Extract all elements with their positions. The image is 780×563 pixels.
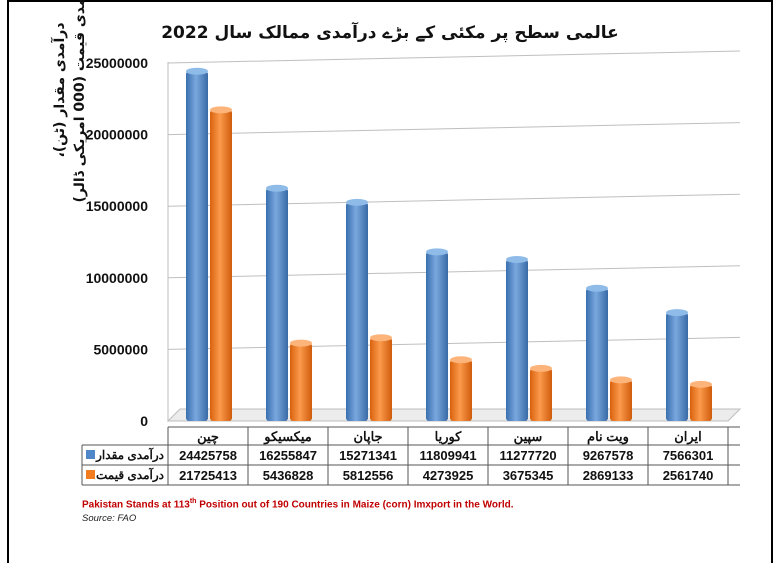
bar-cap [690,380,712,388]
footnote-prefix: Pakistan Stands at 113 [82,499,190,511]
footnote: Pakistan Stands at 113th Position out of… [82,498,514,510]
bar-cap [506,256,528,264]
category-label: ویت نام [587,429,629,445]
gridline [167,336,741,350]
bar-cap [666,309,688,317]
gridline [167,122,741,136]
left-border [7,0,9,563]
data-label: 4273925 [423,468,474,483]
data-label: 16255847 [259,448,317,463]
legend-label-value: درآمدی قیمت [96,466,164,483]
bar-cap [346,198,368,206]
source-note: Source: FAO [82,513,137,524]
bar-cap [450,356,472,364]
data-label: 11277720 [499,448,556,463]
y-tick-label: 20000000 [86,127,149,143]
gridline [167,193,741,207]
chart-title: عالمی سطح پر مکئی کے بڑے درآمدی ممالک سا… [161,23,619,43]
category-label: کوریا [435,429,463,445]
bar-cap [586,284,608,292]
y-tick-label: 0 [140,413,148,429]
bar-cap [210,106,232,114]
gridline [167,50,741,64]
data-label: 3675345 [503,468,554,483]
bar-value [370,337,392,421]
y-tick-label: 5000000 [93,341,148,357]
data-label: 2561740 [663,468,714,483]
bar-quantity [586,288,608,421]
top-border [7,0,773,2]
bar-value [210,109,232,421]
data-label: 7566301 [663,448,714,463]
bars [186,67,712,421]
category-label: ایران [674,429,702,445]
y-tick-label: 10000000 [86,270,149,286]
y-axis: 0 5000000 10000000 15000000 20000000 25000000 [86,55,149,429]
bar-value [690,384,712,421]
bar-quantity [346,202,368,421]
footnote-sup: th [189,498,197,505]
footnote-suffix: Position out of 190 Countries in Maize (… [196,499,514,511]
bar-cap [290,339,312,347]
gridline [167,265,741,279]
bar-quantity [506,259,528,421]
right-border [771,0,773,563]
bar-value [530,368,552,421]
bar-quantity [266,188,288,421]
bar-quantity [666,312,688,421]
bar-cap [426,248,448,256]
data-label: 21725413 [179,468,237,483]
data-label: 5436828 [263,468,314,483]
data-label: 5812556 [343,468,394,483]
data-table: چین میکسیکو جاپان کوریا سپین ویت نام ایران درآم… [81,426,740,486]
data-label: 24425758 [179,448,237,463]
legend-swatch-value [86,470,95,479]
data-label: 9267578 [583,448,634,463]
y-tick-label: 15000000 [86,198,149,214]
data-label: 11809941 [419,448,476,463]
category-label: جاپان [353,429,382,445]
legend-swatch-quantity [86,450,95,459]
category-label: چین [197,429,219,445]
bar-cap [530,364,552,372]
category-label: سپین [514,429,543,445]
bar-value [290,343,312,421]
category-label: میکسیکو [263,429,312,445]
y-tick-label: 25000000 [86,55,149,71]
bar-cap [186,67,208,75]
bar-quantity [426,251,448,421]
data-label: 15271341 [339,448,397,463]
bar-quantity [186,71,208,421]
legend-label-quantity: درآمدی مقدار [95,446,164,463]
data-label: 2869133 [583,468,634,483]
bar-cap [610,376,632,384]
bar-value [610,379,632,421]
bar-cap [370,334,392,342]
bar-value [450,359,472,421]
bar-cap [266,184,288,192]
